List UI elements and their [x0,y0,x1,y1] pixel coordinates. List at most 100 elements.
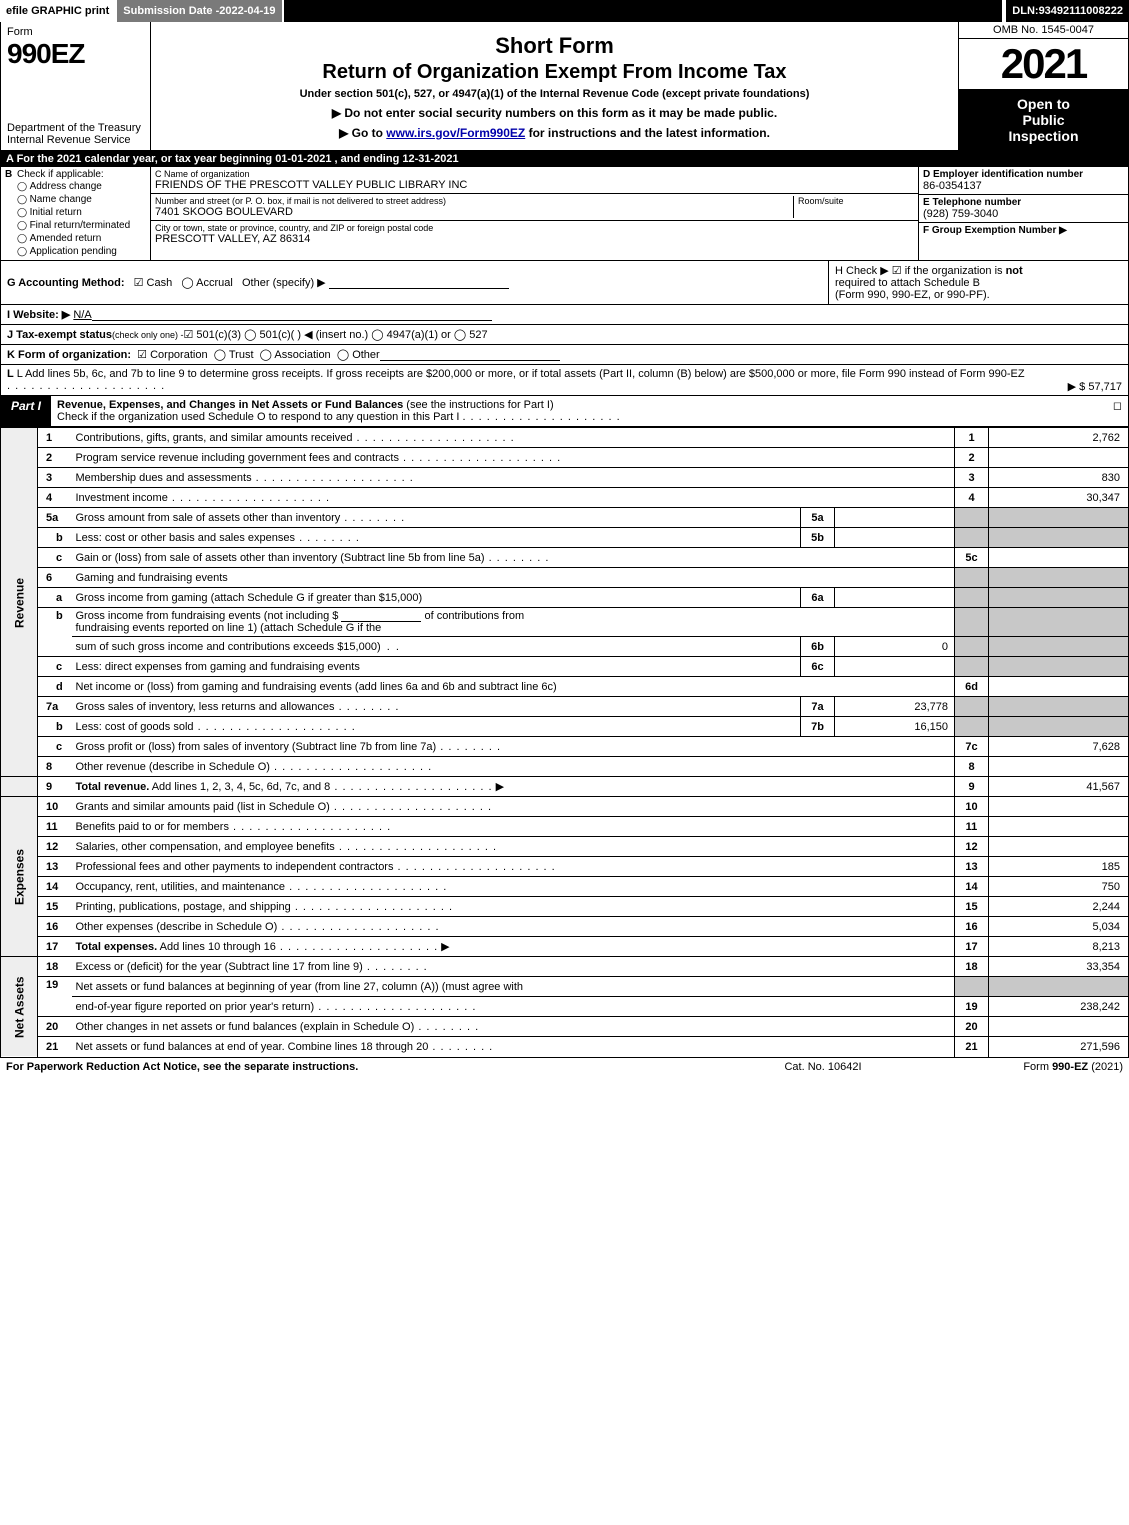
dept-line1: Department of the Treasury [7,122,144,134]
entity-block: BCheck if applicable: Address change Nam… [0,167,1129,260]
l6d-desc: Net income or (loss) from gaming and fun… [72,677,955,697]
side-netassets: Net Assets [1,957,38,1057]
cb-application-pending[interactable]: Application pending [17,245,146,258]
l5a-inlab: 5a [801,508,835,528]
l19-val: 238,242 [989,997,1129,1017]
l13-num: 13 [38,857,72,877]
l7a-desc: Gross sales of inventory, less returns a… [76,701,335,713]
cb-501c3[interactable]: 501(c)(3) [183,328,241,341]
cb-cash[interactable]: Cash [134,277,173,289]
l16-val: 5,034 [989,917,1129,937]
l6b-blank[interactable] [341,610,421,622]
row-gh: G Accounting Method: Cash Accrual Other … [0,260,1129,304]
l6b-d2: fundraising events reported on line 1) (… [76,622,382,634]
l17-desc: Total expenses. [76,941,158,953]
l9-num: 9 [38,777,72,797]
l16-num: 16 [38,917,72,937]
cb-name-change[interactable]: Name change [17,193,146,206]
cb-trust[interactable]: Trust [214,348,254,361]
row-l-gross: L L Add lines 5b, 6c, and 7b to line 9 t… [0,364,1129,395]
l21-val: 271,596 [989,1037,1129,1057]
l6d-val [989,677,1129,697]
street-value: 7401 SKOOG BOULEVARD [155,206,789,218]
l18-val: 33,354 [989,957,1129,977]
side-revenue: Revenue [1,428,38,777]
l5b-num: b [38,528,72,548]
g-other-blank[interactable] [329,277,509,289]
l1-rlab: 1 [955,428,989,448]
side-expenses: Expenses [1,797,38,957]
l-amt-pre: ▶ $ [1068,381,1089,393]
efile-print-label[interactable]: efile GRAPHIC print [0,0,117,22]
submission-date: Submission Date - 2022-04-19 [117,0,283,22]
g-label: G Accounting Method: [7,277,125,289]
l5a-inval [835,508,955,528]
row-k-org-form: K Form of organization: Corporation Trus… [0,344,1129,364]
l16-desc: Other expenses (describe in Schedule O) [76,921,278,933]
cb-corp[interactable]: Corporation [137,348,207,361]
cb-4947[interactable]: 4947(a)(1) or [371,328,451,341]
l5c-rlab: 5c [955,548,989,568]
l18-num: 18 [38,957,72,977]
l10-desc: Grants and similar amounts paid (list in… [76,801,330,813]
dept-treasury: Department of the Treasury Internal Reve… [7,122,144,146]
l18-desc: Excess or (deficit) for the year (Subtra… [76,961,363,973]
line-5b: b Less: cost or other basis and sales ex… [1,528,1129,548]
part-i-checkbox[interactable]: ◻ [1100,396,1128,426]
footer-right-post: (2021) [1091,1061,1123,1073]
footer-center: Cat. No. 10642I [723,1061,923,1073]
cb-501c[interactable]: 501(c)( ) ◀ (insert no.) [244,328,368,341]
l6a-num: a [38,588,72,608]
l7c-desc: Gross profit or (loss) from sales of inv… [76,741,437,753]
l5a-rval [989,508,1129,528]
street-label: Number and street (or P. O. box, if mail… [155,196,789,206]
l10-num: 10 [38,797,72,817]
l15-desc: Printing, publications, postage, and shi… [76,901,291,913]
cb-h[interactable] [892,265,905,277]
cb-accrual[interactable]: Accrual [181,277,232,289]
l7b-num: b [38,717,72,737]
room-label: Room/suite [798,196,914,206]
l8-desc: Other revenue (describe in Schedule O) [76,761,270,773]
header-left: Form 990EZ Department of the Treasury In… [1,22,151,150]
cb-assoc[interactable]: Association [260,348,331,361]
irs-link[interactable]: www.irs.gov/Form990EZ [386,126,525,140]
line-21: 21 Net assets or fund balances at end of… [1,1037,1129,1057]
dln-value: 93492111008222 [1039,5,1123,17]
k-other-blank[interactable] [380,349,560,361]
row-e-phone: E Telephone number (928) 759-3040 [919,195,1128,223]
l20-num: 20 [38,1017,72,1037]
cb-527[interactable]: 527 [454,328,488,341]
cb-amended-return[interactable]: Amended return [17,232,146,245]
footer-right-bold: 990-EZ [1052,1061,1088,1073]
cb-address-change[interactable]: Address change [17,180,146,193]
l1-num: 1 [38,428,72,448]
col-b-checkboxes: BCheck if applicable: Address change Nam… [1,167,151,260]
l3-rlab: 3 [955,468,989,488]
cb-other-org[interactable]: Other [337,348,380,361]
l6a-inlab: 6a [801,588,835,608]
row-g-accounting: G Accounting Method: Cash Accrual Other … [1,273,828,292]
l8-val [989,757,1129,777]
l2-num: 2 [38,448,72,468]
dept-line2: Internal Revenue Service [7,134,144,146]
l19-num: 19 [38,977,72,1017]
h-line3: (Form 990, 990-EZ, or 990-PF). [835,289,990,301]
line-3: 3 Membership dues and assessments 3 830 [1,468,1129,488]
col-def: D Employer identification number 86-0354… [918,167,1128,260]
l13-rlab: 13 [955,857,989,877]
l6b-num: b [38,608,72,657]
l6b-inlab: 6b [801,637,835,657]
city-label: City or town, state or province, country… [155,223,914,233]
row-a-period: A For the 2021 calendar year, or tax yea… [0,151,1129,167]
ein-label: D Employer identification number [923,169,1124,180]
l7a-num: 7a [38,697,72,717]
cb-initial-return[interactable]: Initial return [17,206,146,219]
l17-rlab: 17 [955,937,989,957]
line-17: 17 Total expenses. Add lines 10 through … [1,937,1129,957]
l6b-d1b: of contributions from [425,610,525,622]
cb-final-return[interactable]: Final return/terminated [17,219,146,232]
part-i-paren: (see the instructions for Part I) [406,399,553,411]
l17-num: 17 [38,937,72,957]
l6a-desc: Gross income from gaming (attach Schedul… [72,588,801,608]
